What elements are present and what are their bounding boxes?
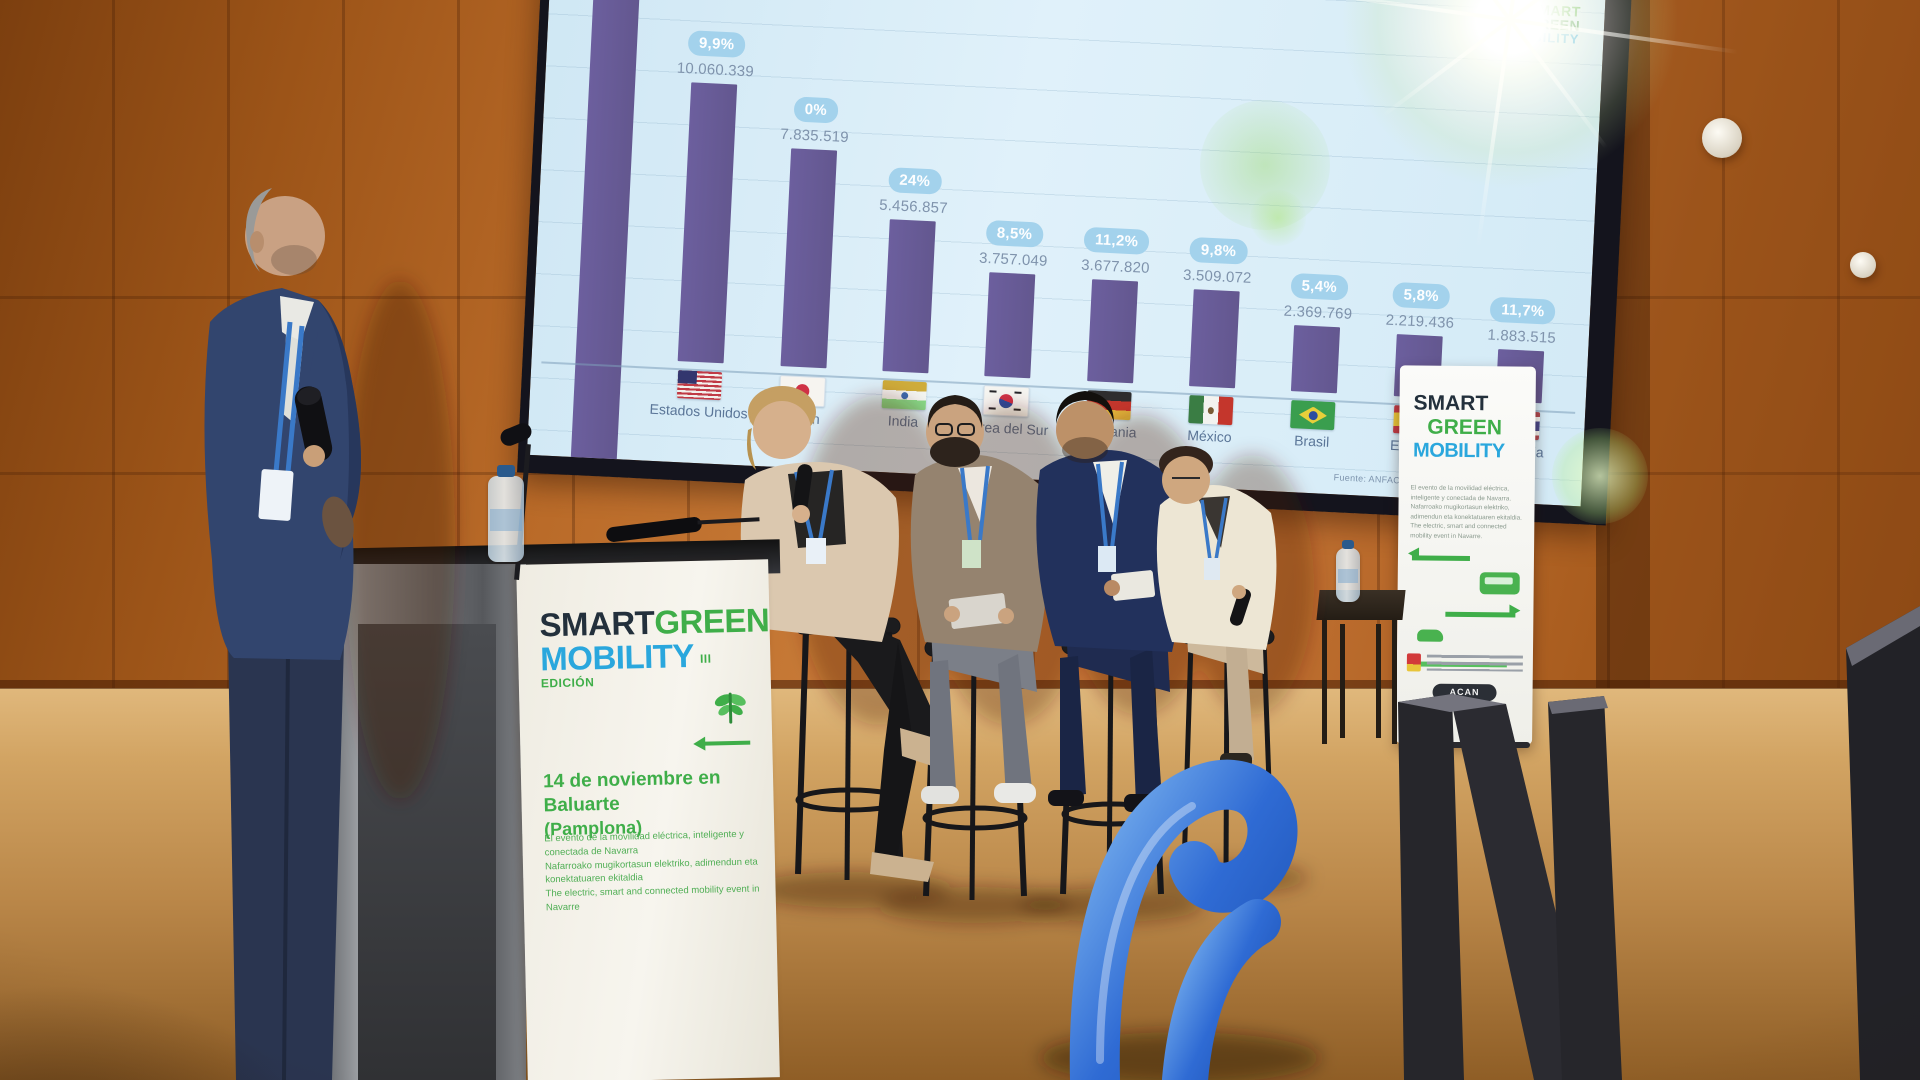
water-bottle (488, 465, 524, 562)
wall-sconce (1702, 118, 1742, 158)
handheld-mic (792, 464, 813, 514)
side-table (1316, 590, 1406, 748)
dark-letter-edge (1846, 606, 1920, 1080)
panelist-2 (910, 395, 1049, 804)
panelist-4 (1156, 446, 1277, 768)
dark-letter-n (1398, 694, 1622, 1080)
dragonfly-icon (714, 692, 746, 724)
panelist-3 (1036, 391, 1184, 812)
water-bottle-table (1336, 540, 1360, 602)
speaker-mic (294, 386, 333, 462)
standing-speaker (204, 188, 361, 1080)
lectern-front-panel: SMARTGREEN MOBILITY III EDICIÓN 14 de nov… (516, 559, 780, 1080)
right-wall (1650, 0, 1920, 700)
panelist-moderator (740, 386, 948, 882)
blue-letter-sculpture (1069, 759, 1298, 1080)
wall-sconce (1850, 252, 1876, 278)
